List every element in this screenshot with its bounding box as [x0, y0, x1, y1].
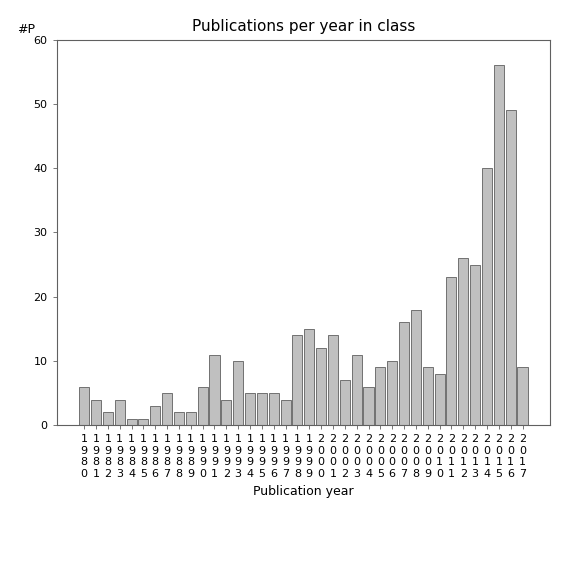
- Bar: [352, 354, 362, 425]
- Title: Publications per year in class: Publications per year in class: [192, 19, 415, 35]
- Bar: [304, 329, 314, 425]
- Bar: [162, 393, 172, 425]
- Bar: [198, 387, 208, 425]
- Bar: [399, 323, 409, 425]
- Bar: [186, 412, 196, 425]
- Bar: [174, 412, 184, 425]
- Bar: [363, 387, 374, 425]
- Bar: [150, 406, 160, 425]
- Bar: [411, 310, 421, 425]
- Bar: [103, 412, 113, 425]
- Bar: [281, 400, 291, 425]
- Bar: [126, 419, 137, 425]
- Bar: [221, 400, 231, 425]
- Bar: [340, 380, 350, 425]
- Bar: [434, 374, 445, 425]
- Bar: [328, 335, 338, 425]
- Bar: [293, 335, 302, 425]
- Bar: [138, 419, 149, 425]
- Bar: [506, 111, 516, 425]
- Bar: [518, 367, 527, 425]
- Bar: [209, 354, 219, 425]
- X-axis label: Publication year: Publication year: [253, 485, 354, 498]
- Bar: [115, 400, 125, 425]
- Bar: [316, 348, 326, 425]
- Bar: [446, 277, 456, 425]
- Bar: [257, 393, 267, 425]
- Text: #P: #P: [17, 23, 35, 36]
- Bar: [458, 258, 468, 425]
- Bar: [375, 367, 386, 425]
- Bar: [233, 361, 243, 425]
- Bar: [482, 168, 492, 425]
- Bar: [91, 400, 101, 425]
- Bar: [79, 387, 89, 425]
- Bar: [494, 65, 504, 425]
- Bar: [470, 265, 480, 425]
- Bar: [387, 361, 397, 425]
- Bar: [245, 393, 255, 425]
- Bar: [423, 367, 433, 425]
- Bar: [269, 393, 279, 425]
